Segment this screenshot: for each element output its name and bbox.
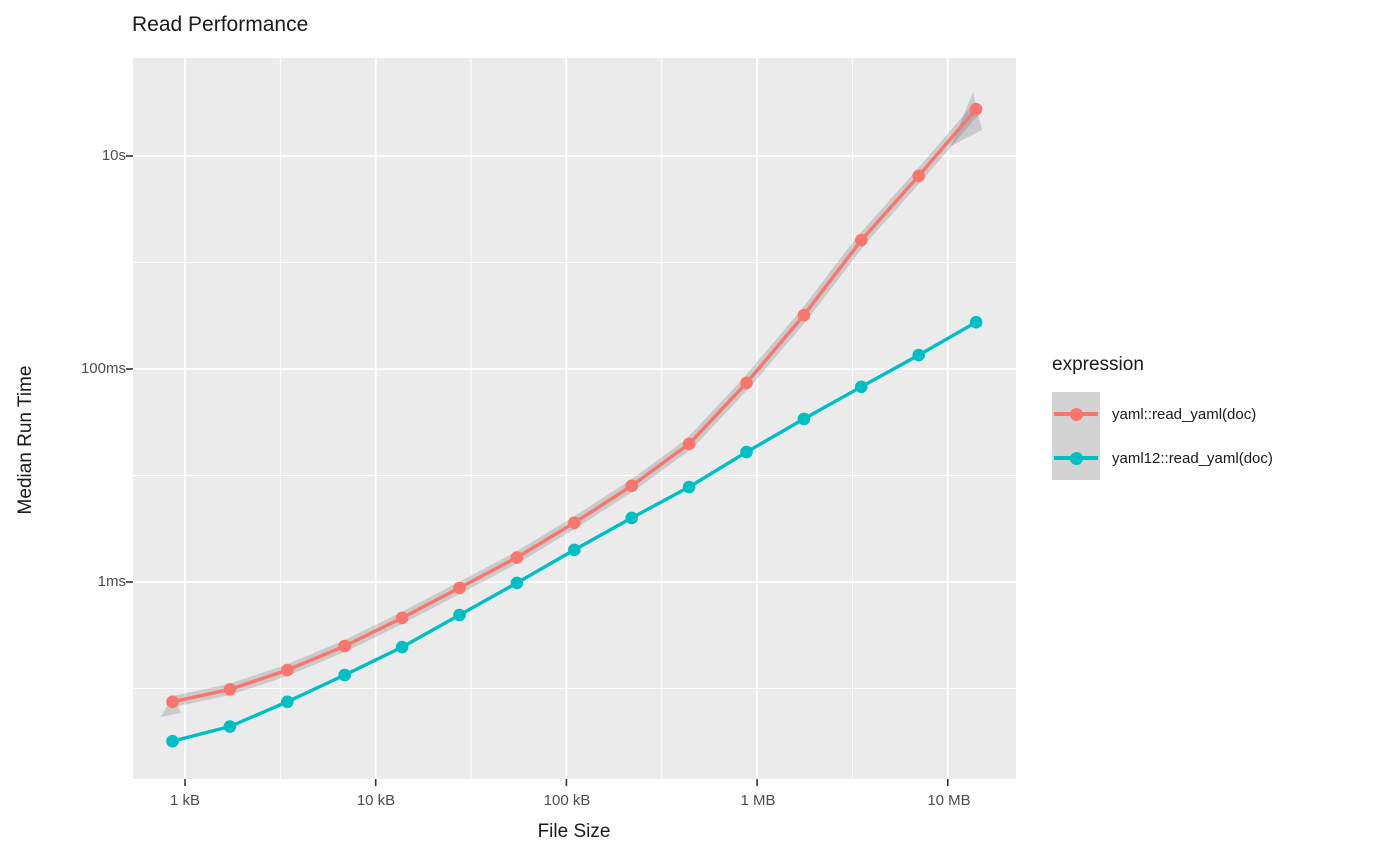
y-tick-label-1ms: 1ms [97, 573, 126, 590]
y-axis-title: Median Run Time [15, 365, 36, 515]
series-point-1 [568, 543, 581, 557]
series-point-0 [912, 169, 925, 183]
x-tick-label-10mb: 10 MB [927, 792, 971, 809]
series-point-0 [969, 102, 983, 116]
x-tick-label-1kb: 1 kB [169, 792, 201, 809]
x-tick-label-10kb: 10 kB [356, 792, 396, 809]
series-point-0 [797, 308, 811, 322]
series-point-1 [166, 734, 179, 748]
series-point-1 [453, 608, 466, 622]
y-tick-label-100ms: 100ms [80, 360, 126, 377]
series-point-0 [453, 581, 466, 595]
series-point-0 [740, 376, 753, 390]
series-point-1 [338, 668, 352, 682]
legend: expression yaml::read_yaml(doc) yaml12::… [1052, 354, 1273, 480]
series-point-1 [223, 720, 237, 733]
legend-key-yaml [1052, 392, 1100, 436]
legend-entry-yaml: yaml::read_yaml(doc) [1052, 392, 1273, 436]
series-point-0 [682, 437, 696, 451]
series-point-1 [740, 445, 753, 459]
legend-label-yaml: yaml::read_yaml(doc) [1112, 405, 1257, 423]
series-point-1 [281, 695, 294, 709]
y-tick-label-10s: 10s [101, 147, 126, 164]
series-point-0 [568, 516, 581, 530]
x-tick-label-100kb: 100 kB [543, 792, 591, 809]
x-tick-label-1mb: 1 MB [740, 792, 776, 809]
series-point-1 [625, 511, 638, 525]
chart-title: Read Performance [132, 13, 309, 36]
series-point-1 [510, 576, 524, 590]
panel-background [133, 58, 1016, 779]
series-point-1 [969, 315, 983, 329]
series-point-1 [797, 412, 811, 426]
legend-point-icon [1069, 407, 1083, 421]
series-point-0 [510, 551, 524, 564]
series-point-1 [395, 640, 409, 654]
series-point-0 [855, 233, 868, 247]
series-point-0 [625, 479, 638, 493]
legend-title: expression [1052, 354, 1144, 375]
series-point-0 [338, 639, 352, 653]
legend-key-yaml12 [1052, 436, 1100, 480]
legend-label-yaml12: yaml12::read_yaml(doc) [1112, 449, 1273, 467]
series-point-0 [281, 663, 294, 677]
legend-entry-yaml12: yaml12::read_yaml(doc) [1052, 436, 1273, 480]
series-point-1 [682, 480, 696, 494]
x-axis-title: File Size [537, 821, 611, 842]
series-point-0 [223, 683, 237, 696]
series-point-1 [855, 380, 868, 394]
series-point-0 [395, 611, 409, 625]
legend-point-icon [1069, 451, 1083, 465]
series-point-1 [912, 348, 925, 362]
series-point-0 [166, 695, 179, 709]
